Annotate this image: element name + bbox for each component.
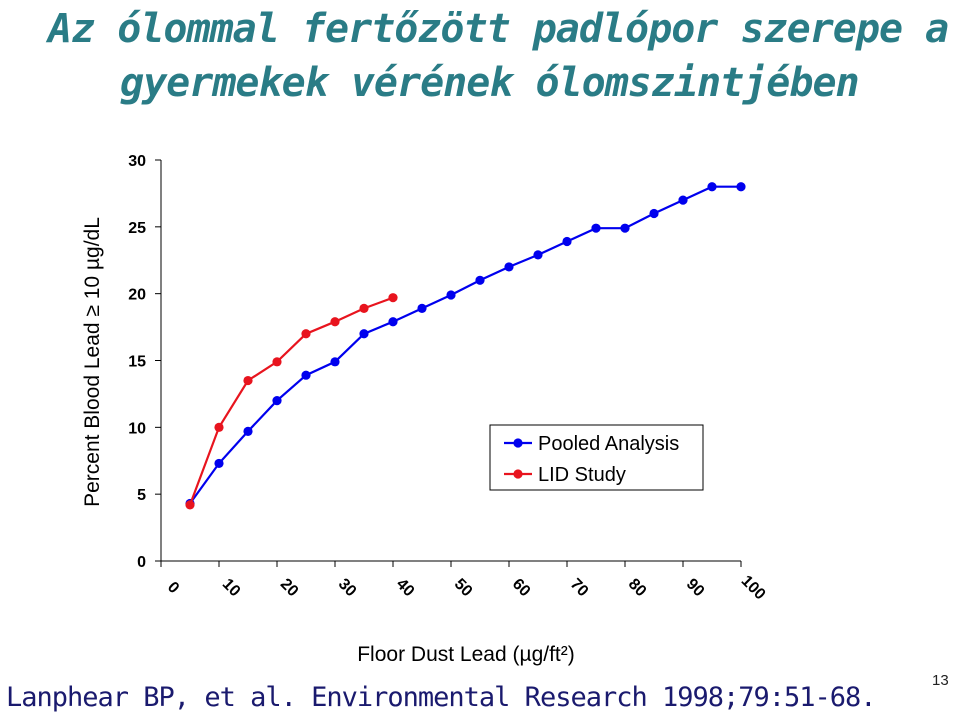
data-point (359, 303, 369, 313)
x-tick-label: 10 (219, 576, 244, 601)
legend-label: LID Study (538, 464, 626, 486)
data-point (417, 303, 427, 313)
citation: Lanphear BP, et al. Environmental Resear… (6, 682, 877, 713)
y-tick-label: 10 (128, 420, 146, 437)
x-tick-label: 50 (451, 576, 476, 601)
data-point (243, 375, 253, 386)
data-point (359, 329, 369, 339)
data-point (388, 293, 398, 303)
legend-marker (513, 438, 523, 448)
data-point (243, 426, 253, 436)
y-tick-label: 25 (128, 220, 146, 237)
chart-series (185, 182, 746, 510)
y-axis-title: Percent Blood Lead ≥ 10 µg/dL (81, 217, 104, 507)
data-point (533, 250, 543, 260)
y-tick-label: 20 (128, 287, 146, 304)
data-point (272, 396, 282, 406)
legend-marker (513, 469, 523, 479)
x-tick-label: 60 (509, 576, 534, 601)
data-point (562, 236, 572, 247)
legend-box (489, 424, 704, 491)
data-point (330, 357, 340, 367)
data-point (678, 195, 688, 205)
data-point (388, 317, 398, 327)
slide-number: 13 (932, 672, 949, 689)
slide-title: Az ólommal fertőzött padlópor szerepe a … (48, 0, 960, 112)
x-axis-title: Floor Dust Lead (µg/ft²) (357, 643, 575, 666)
y-tick-label: 5 (137, 487, 146, 504)
x-tick-label: 40 (393, 576, 418, 601)
data-point (620, 223, 630, 233)
x-tick-label: 80 (625, 576, 650, 601)
x-tick-label: 30 (335, 576, 360, 601)
x-tick-label: 20 (277, 576, 302, 601)
series-line-1 (188, 296, 394, 506)
data-point (504, 262, 514, 272)
data-point (446, 290, 456, 300)
x-tick-label: 100 (738, 572, 769, 603)
data-point (272, 357, 282, 367)
data-point (707, 182, 717, 192)
y-tick-label: 30 (128, 153, 146, 170)
data-point (736, 182, 746, 192)
data-point (475, 275, 485, 285)
x-tick-label: 90 (683, 576, 708, 601)
data-point (330, 317, 340, 327)
data-point (301, 329, 311, 339)
chart-legend: Pooled Analysis LID Study (489, 424, 704, 491)
slide-title-line1: Az ólommal fertőzött padlópor szerepe a (48, 6, 949, 52)
slide-title-line2: gyermekek vérének ólomszintjében (120, 60, 860, 106)
data-point (301, 370, 311, 380)
x-tick-label: 0 (164, 579, 182, 597)
data-point (591, 223, 601, 233)
legend-label: Pooled Analysis (538, 433, 679, 455)
x-tick-label: 70 (567, 576, 592, 601)
data-point (214, 458, 224, 469)
data-point (214, 422, 224, 432)
chart-axes: 0 5 10 15 20 25 30 0 10 20 30 40 50 60 70 80 90 100 Floor … (81, 153, 769, 666)
data-point (185, 500, 195, 510)
series-line-0 (189, 185, 741, 505)
y-tick-label: 0 (137, 554, 146, 571)
y-tick-label: 15 (128, 354, 146, 371)
data-point (649, 208, 659, 219)
